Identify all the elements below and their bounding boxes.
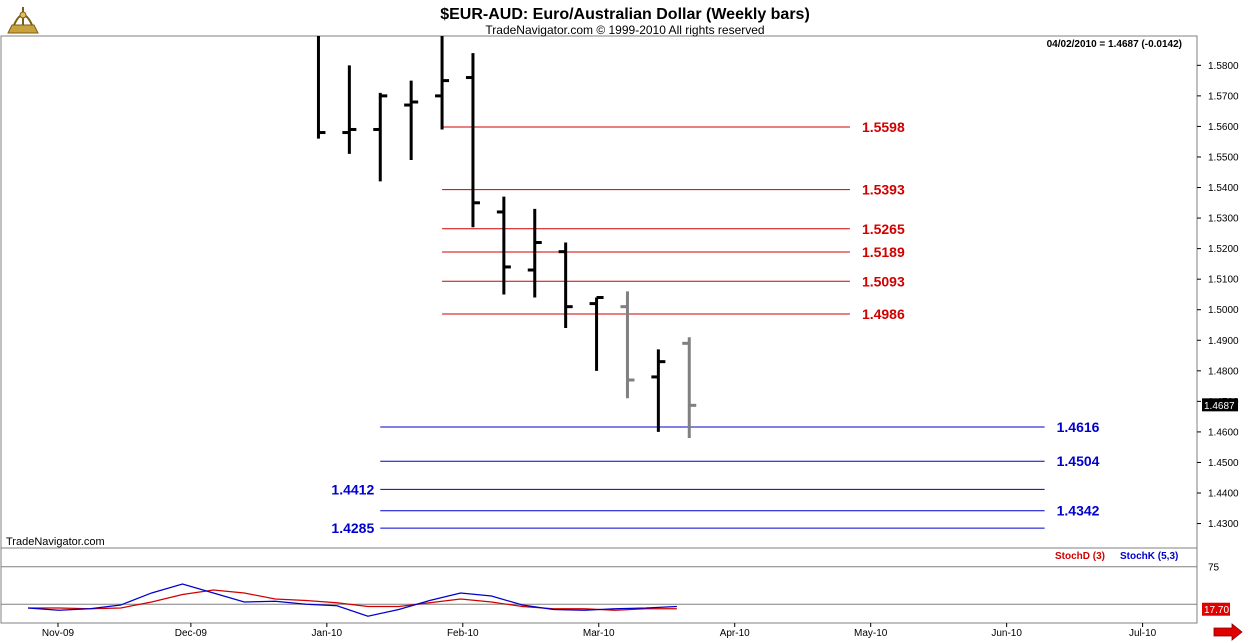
ohlc-bar [496,196,511,295]
price-tick-label: 1.4800 [1208,366,1239,377]
price-panel-frame [0,35,1198,549]
last-price-badge [1202,398,1238,412]
price-tick-label: 1.5700 [1208,91,1239,102]
ohlc-bar [435,36,450,130]
level-label-1.5093: 1.5093 [862,273,905,289]
watermark: TradeNavigator.com [6,536,105,548]
stoch-series-line-0 [28,589,677,611]
price-tick-label: 1.5300 [1208,214,1239,225]
ohlc-bar [316,36,326,139]
level-label-1.4986: 1.4986 [862,306,905,322]
ohlc-bar [404,80,419,161]
price-tick-label: 1.5500 [1208,152,1239,163]
level-label-1.5393: 1.5393 [862,182,905,198]
logo-icon [7,7,39,34]
stoch-tick-label: 75 [1208,562,1220,573]
time-tick-label: May-10 [854,628,888,639]
stoch-last-badge [1202,602,1230,616]
price-tick-label: 1.4400 [1208,489,1239,500]
chart-subtitle: TradeNavigator.com © 1999-2010 All right… [485,23,764,37]
time-tick-label: Nov-09 [42,628,75,639]
price-tick-label: 1.5100 [1208,275,1239,286]
price-tick-label: 1.4600 [1208,427,1239,438]
ohlc-bar [527,208,542,298]
stoch-series-line-1 [27,583,677,617]
stochk-legend: StochK (5,3) [1120,551,1178,562]
ohlc-bar [682,337,697,439]
chart-title: $EUR-AUD: Euro/Australian Dollar (Weekly… [440,6,810,23]
price-tick-label: 1.5600 [1208,122,1239,133]
price-tick-label: 1.5800 [1208,61,1239,72]
price-tick-label: 1.5000 [1208,305,1239,316]
level-label-1.4504: 1.4504 [1057,453,1100,469]
stoch-last-label: 17.70 [1204,605,1229,616]
level-label-1.4616: 1.4616 [1057,419,1100,435]
time-tick-label: Jul-10 [1129,628,1157,639]
level-label-1.4285: 1.4285 [331,520,374,536]
ohlc-bar [373,92,388,182]
price-info: 04/02/2010 = 1.4687 (-0.0142) [1047,39,1182,50]
ohlc-bar [651,349,666,432]
ohlc-bar [620,291,635,399]
ohlc-bar [589,295,604,371]
price-tick-label: 1.4300 [1208,519,1239,530]
level-label-1.5189: 1.5189 [862,244,905,260]
ohlc-bar [342,65,357,154]
price-tick-label: 1.4900 [1208,336,1239,347]
price-tick-label: 1.4500 [1208,458,1239,469]
time-tick-label: Dec-09 [175,628,208,639]
level-label-1.5598: 1.5598 [862,119,905,135]
time-tick-label: Jun-10 [991,628,1022,639]
ohlc-bar [558,242,573,329]
time-tick-label: Apr-10 [720,628,750,639]
time-tick-label: Jan-10 [312,628,343,639]
stochd-legend: StochD (3) [1055,551,1105,562]
price-tick-label: 1.5400 [1208,183,1239,194]
level-label-1.4412: 1.4412 [331,481,374,497]
last-price-label: 1.4687 [1204,401,1235,412]
indicator-panel-frame [0,547,1198,624]
time-tick-label: Mar-10 [583,628,615,639]
ohlc-bar [465,53,480,228]
scroll-right-arrow-icon[interactable] [1213,623,1243,641]
price-tick-label: 1.5200 [1208,244,1239,255]
level-label-1.4342: 1.4342 [1057,503,1100,519]
level-label-1.5265: 1.5265 [862,221,905,237]
time-tick-label: Feb-10 [447,628,479,639]
